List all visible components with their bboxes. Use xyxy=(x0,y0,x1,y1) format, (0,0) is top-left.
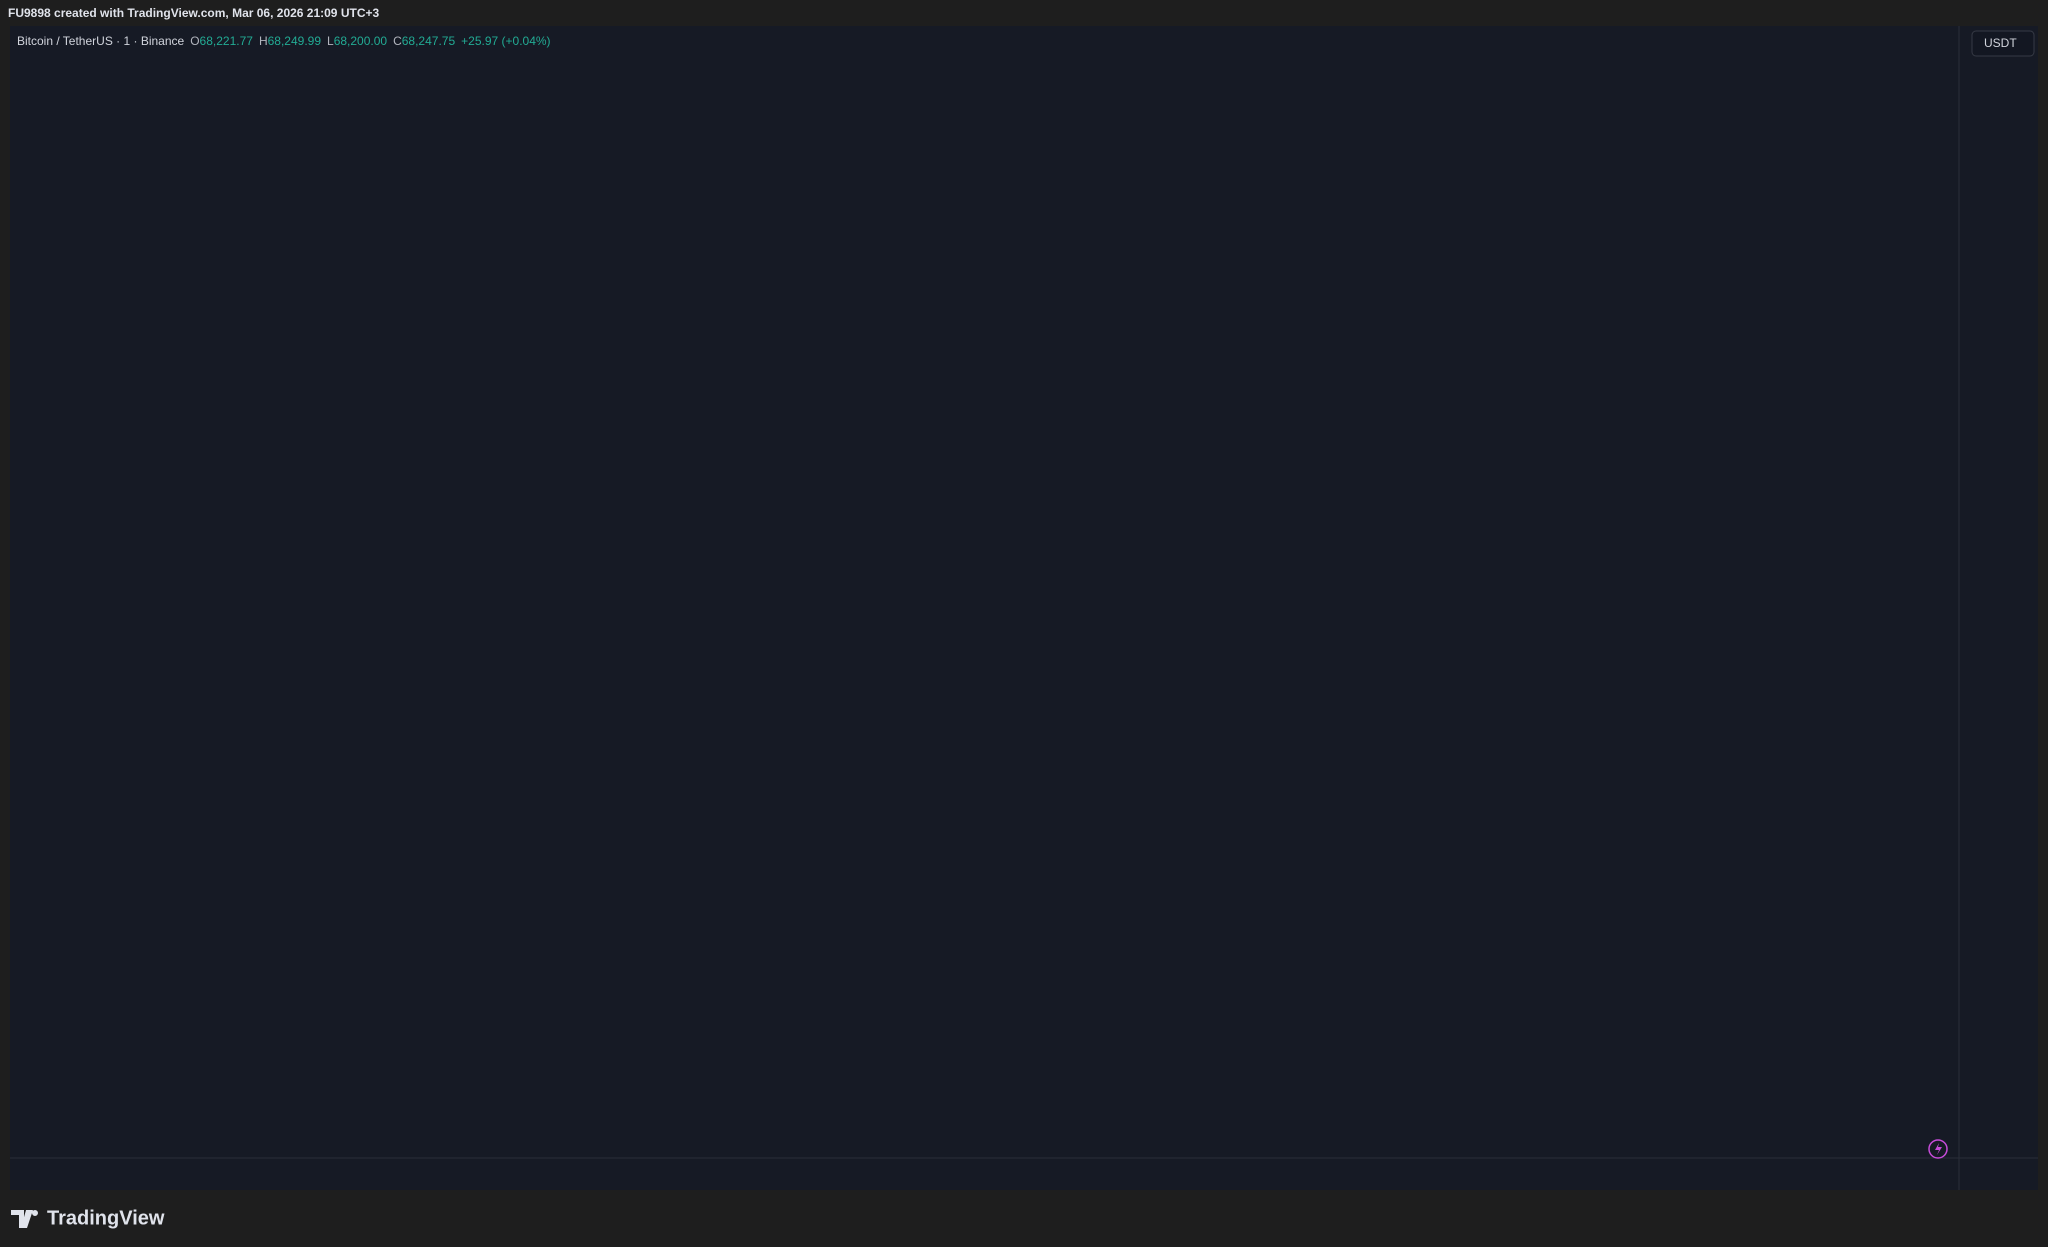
ohlc-item: H68,249.99 xyxy=(259,34,321,48)
alert-bolt xyxy=(1935,1143,1942,1155)
ohlc-key: C xyxy=(393,34,402,48)
currency-label: USDT xyxy=(1984,36,2017,50)
alert-icon[interactable] xyxy=(1928,1139,1948,1159)
brand-logo xyxy=(11,1210,38,1228)
top-bar xyxy=(0,0,2048,26)
ohlc-key: H xyxy=(258,34,268,48)
ohlc-item: L68,200.00 xyxy=(327,34,387,48)
bottom-bar xyxy=(0,1190,2048,1247)
ohlc-item: O68,221.77 xyxy=(190,34,253,48)
ohlc-value: 68,200.00 xyxy=(333,34,388,48)
ohlc-item: C68,247.75 xyxy=(393,34,455,48)
ohlc-value: 68,247.75 xyxy=(401,34,456,48)
ohlc-key: O xyxy=(190,34,200,48)
legend: Bitcoin / TetherUS · 1 · Binance O68,221… xyxy=(17,32,551,50)
change: +25.97 (+0.04%) xyxy=(461,34,551,48)
ohlc-value: 68,249.99 xyxy=(267,34,321,48)
symbol: Bitcoin / TetherUS · 1 · Binance xyxy=(17,34,185,48)
brand-name: TradingView xyxy=(47,1207,165,1229)
ohlc-value: 68,221.77 xyxy=(199,34,253,48)
currency-button[interactable] xyxy=(1971,30,2035,57)
ohlc-key: L xyxy=(327,34,334,48)
chart-panel xyxy=(10,26,2038,1190)
watermark: FU9898 created with TradingView.com, Mar… xyxy=(8,6,379,20)
